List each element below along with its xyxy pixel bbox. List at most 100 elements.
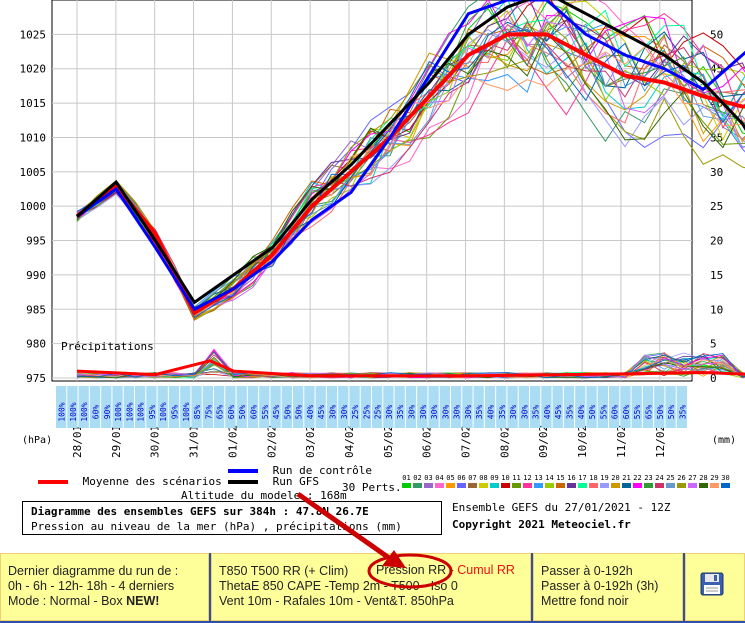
pert-legend-swatch [644,483,653,488]
menu-new-link[interactable]: NEW! [126,594,160,608]
pert-legend-item: 06 [456,474,467,488]
legend-gfs-swatch [228,480,258,484]
precip-line [76,351,745,379]
percent-label: 60% [227,405,236,420]
percent-cell [67,386,78,428]
menu-cumul-link[interactable]: Cumul RR [457,563,515,577]
legend-control-swatch [228,469,258,473]
mean-precip-line [76,359,745,378]
percent-cell [541,386,552,428]
x-tick-label: 30/01 [149,425,162,458]
run-info: Ensemble GEFS du 27/01/2021 - 12Z Copyri… [452,501,671,531]
percent-label: 35% [498,405,507,420]
pert-legend-swatch [633,483,642,488]
floppy-disk-icon[interactable] [700,572,724,596]
percent-cell [518,386,529,428]
menu-iso0-link[interactable]: Iso 0 [430,579,458,593]
x-tick-label: 01/02 [226,425,239,458]
percent-label: 50% [667,405,676,420]
percent-cell [123,386,134,428]
percent-label: 40% [543,405,552,420]
pert-legend-item: 21 [621,474,632,488]
percent-cell [101,386,112,428]
percent-cell [451,386,462,428]
percent-label: 100% [114,402,123,421]
pert-legend-item: 28 [698,474,709,488]
y-tick-label: 1025 [20,28,47,41]
y-right-tick-label: 0 [710,372,717,385]
pert-legend-item: 01 [401,474,412,488]
x-tick-label: 12/02 [654,425,667,458]
menu-pression-link[interactable]: Pression RR [376,563,447,577]
pert-legend-swatch [479,483,488,488]
menu-run-hours-link[interactable]: 0h - 6h - 12h- 18h - 4 derniers [8,579,175,593]
menu-fond-noir-link[interactable]: Mettre fond noir [541,594,629,608]
legend-control: Run de contrôle [228,464,372,477]
series-line-run-gfs [76,0,745,305]
menu-rafales-link[interactable]: Rafales 10m [282,594,354,608]
percent-label: 30% [509,405,518,420]
menu-0192-link[interactable]: Passer à 0-192h [541,564,633,578]
percent-cell [383,386,394,428]
percent-label: 35% [532,405,541,420]
percent-cell [586,386,597,428]
pert-legend-swatch [545,483,554,488]
x-tick-label: 02/02 [265,425,278,458]
percent-label: 25% [362,405,371,420]
x-tick-label: 29/01 [110,425,123,458]
y-tick-label: 1005 [20,166,47,179]
percent-label: 50% [238,405,247,420]
percent-cell [293,386,304,428]
percent-label: 100% [137,402,146,421]
percent-cell [180,386,191,428]
percent-label: 25% [374,405,383,420]
percent-cell [439,386,450,428]
percent-label: 40% [306,405,315,420]
percent-cell [609,386,620,428]
x-tick-label: 09/02 [537,425,550,458]
percent-cell [247,386,259,428]
menu-run-panel: Dernier diagramme du run de : 0h - 6h - … [0,553,209,621]
percent-cell [360,386,371,428]
pert-legend-swatch [556,483,565,488]
x-tick-label: 11/02 [615,425,628,458]
chart-subtitle: Pression au niveau de la mer (hPa) , pré… [31,520,402,533]
percent-cell [270,386,281,428]
pert-legend-swatch [589,483,598,488]
pert-legend-item: 14 [544,474,555,488]
menu-thetae-link[interactable]: ThetaE 850 CAPE -Temp 2m - T500 - [219,579,431,593]
y-tick-label: 1020 [20,63,47,76]
chart-info-box: Diagramme des ensembles GEFS sur 384h : … [22,501,442,535]
menu-0192-3h-link[interactable]: Passer à 0-192h (3h) [541,579,659,593]
percent-cell [597,386,608,428]
pert-legend-swatch [446,483,455,488]
y-right-tick-label: 5 [710,338,717,351]
y-right-tick-label: 20 [710,235,723,248]
y-axis-unit-right: (mm) [712,435,736,446]
percent-label: 65% [645,405,654,420]
pert-legend-swatch [578,483,587,488]
percent-label: 95% [148,405,157,420]
percent-cell [338,386,349,428]
menu-t850-link[interactable]: T850 T500 RR (+ Clim) [219,564,349,578]
pert-legend-swatch [424,483,433,488]
pert-legend-swatch [655,483,664,488]
percent-label: 55% [633,405,642,420]
menu-ventt-link[interactable]: - Vent&T. 850hPa [353,594,454,608]
percent-cell [428,386,439,428]
x-tick-label: 03/02 [304,425,317,458]
pert-legend-item: 30 [720,474,731,488]
y-axis-unit-left: (hPa) [22,435,52,446]
y-tick-label: 990 [26,269,46,282]
y-right-tick-label: 15 [710,269,723,282]
menu-vent-link[interactable]: Vent 10m - [219,594,283,608]
pert-legend-item: 08 [478,474,489,488]
pert-legend-item: 23 [643,474,654,488]
percent-label: 100% [159,402,168,421]
menu-options-panel: Passer à 0-192h Passer à 0-192h (3h) Met… [533,553,683,621]
percent-label: 60% [611,405,620,420]
percent-cell [202,386,213,428]
percent-label: 30% [520,405,529,420]
y-tick-label: 985 [26,303,46,316]
pert-legend-item: 27 [687,474,698,488]
